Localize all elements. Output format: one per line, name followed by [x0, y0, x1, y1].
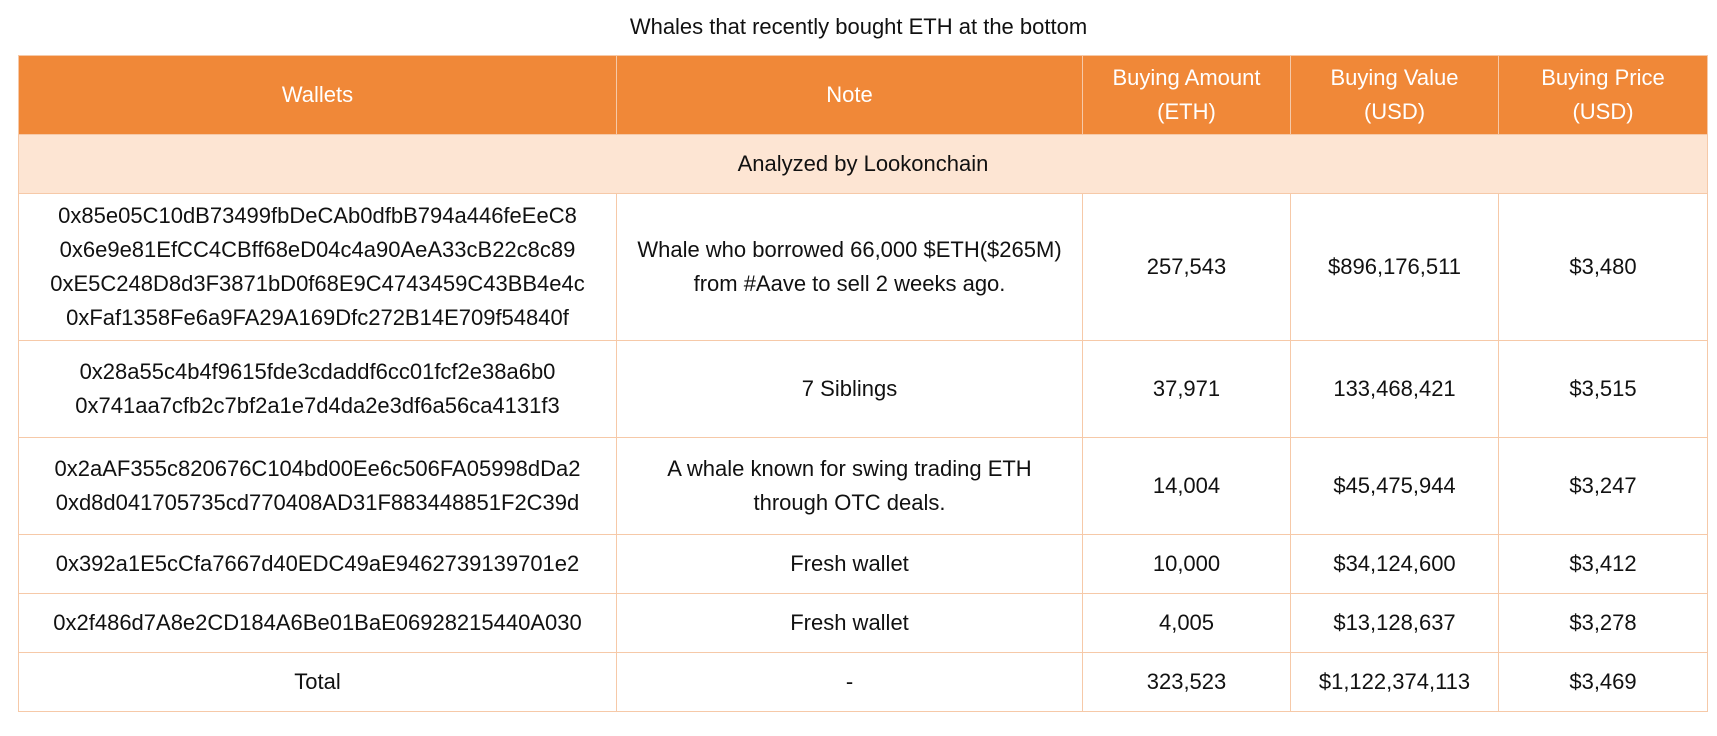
wallet-address: 0x28a55c4b4f9615fde3cdaddf6cc01fcf2e38a6…	[79, 359, 556, 384]
column-header-amount: Buying Amount (ETH)	[1082, 55, 1291, 135]
column-header-note: Note	[616, 55, 1083, 135]
table-row: 0x28a55c4b4f9615fde3cdaddf6cc01fcf2e38a6…	[18, 340, 1708, 438]
note-cell: Whale who borrowed 66,000 $ETH($265M) fr…	[616, 193, 1083, 341]
price-cell: $3,480	[1498, 193, 1708, 341]
wallet-address: 0x392a1E5cCfa7667d40EDC49aE9462739139701…	[55, 551, 580, 576]
note-cell: Fresh wallet	[616, 534, 1083, 594]
column-header-price-line2: (USD)	[1572, 99, 1634, 124]
note-line: 7 Siblings	[801, 376, 898, 401]
note-cell: Fresh wallet	[616, 593, 1083, 653]
amount-cell: 37,971	[1082, 340, 1291, 438]
note-cell: A whale known for swing trading ETH thro…	[616, 437, 1083, 535]
column-header-note-label: Note	[826, 82, 873, 107]
wallets-cell: 0x28a55c4b4f9615fde3cdaddf6cc01fcf2e38a6…	[18, 340, 617, 438]
wallets-cell: 0x392a1E5cCfa7667d40EDC49aE9462739139701…	[18, 534, 617, 594]
wallet-address: 0x85e05C10dB73499fbDeCAb0dfbB794a446feEe…	[58, 203, 577, 228]
column-header-price-line1: Buying Price	[1541, 65, 1665, 90]
note-line: through OTC deals.	[753, 490, 946, 515]
value-cell: $34,124,600	[1290, 534, 1499, 594]
wallet-address: 0x6e9e81EfCC4CBff68eD04c4a90AeA33cB22c8c…	[59, 237, 576, 262]
wallet-address: 0x2f486d7A8e2CD184A6Be01BaE06928215440A0…	[53, 610, 582, 635]
total-value: $1,122,374,113	[1290, 652, 1499, 712]
total-amount: 323,523	[1082, 652, 1291, 712]
header-row: Wallets Note Buying Amount (ETH) Buying …	[18, 55, 1708, 135]
column-header-amount-line1: Buying Amount	[1112, 65, 1261, 90]
value-cell: 133,468,421	[1290, 340, 1499, 438]
note-cell: 7 Siblings	[616, 340, 1083, 438]
table-row: 0x2aAF355c820676C104bd00Ee6c506FA05998dD…	[18, 437, 1708, 535]
column-header-amount-line2: (ETH)	[1157, 99, 1216, 124]
column-header-value-line1: Buying Value	[1330, 65, 1459, 90]
table-row: 0x392a1E5cCfa7667d40EDC49aE9462739139701…	[18, 534, 1708, 594]
note-line: A whale known for swing trading ETH	[667, 456, 1032, 481]
total-row: Total - 323,523 $1,122,374,113 $3,469	[18, 652, 1708, 712]
whales-table: Wallets Note Buying Amount (ETH) Buying …	[18, 55, 1708, 712]
note-line: from #Aave to sell 2 weeks ago.	[693, 271, 1006, 296]
subheader-row: Analyzed by Lookonchain	[18, 134, 1708, 194]
table-row: 0x2f486d7A8e2CD184A6Be01BaE06928215440A0…	[18, 593, 1708, 653]
column-header-wallets-label: Wallets	[281, 82, 354, 107]
table-row: 0x85e05C10dB73499fbDeCAb0dfbB794a446feEe…	[18, 193, 1708, 341]
column-header-value-line2: (USD)	[1363, 99, 1426, 124]
wallets-cell: 0x2aAF355c820676C104bd00Ee6c506FA05998dD…	[18, 437, 617, 535]
total-note: -	[616, 652, 1083, 712]
page-title: Whales that recently bought ETH at the b…	[629, 14, 1088, 39]
analyzed-by-label: Analyzed by Lookonchain	[18, 134, 1708, 194]
wallets-cell: 0x2f486d7A8e2CD184A6Be01BaE06928215440A0…	[18, 593, 617, 653]
note-line: Fresh wallet	[790, 610, 909, 635]
price-cell: $3,515	[1498, 340, 1708, 438]
total-label: Total	[18, 652, 617, 712]
wallet-address: 0x741aa7cfb2c7bf2a1e7d4da2e3df6a56ca4131…	[75, 393, 560, 418]
price-cell: $3,247	[1498, 437, 1708, 535]
wallet-address: 0x2aAF355c820676C104bd00Ee6c506FA05998dD…	[54, 456, 581, 481]
amount-cell: 10,000	[1082, 534, 1291, 594]
amount-cell: 257,543	[1082, 193, 1291, 341]
price-cell: $3,412	[1498, 534, 1708, 594]
column-header-value: Buying Value (USD)	[1290, 55, 1499, 135]
column-header-price: Buying Price (USD)	[1498, 55, 1708, 135]
note-line: Whale who borrowed 66,000 $ETH($265M)	[637, 237, 1062, 262]
value-cell: $13,128,637	[1290, 593, 1499, 653]
wallet-address: 0xE5C248D8d3F3871bD0f68E9C4743459C43BB4e…	[50, 271, 585, 296]
column-header-wallets: Wallets	[18, 55, 617, 135]
amount-cell: 4,005	[1082, 593, 1291, 653]
note-line: Fresh wallet	[790, 551, 909, 576]
amount-cell: 14,004	[1082, 437, 1291, 535]
wallets-cell: 0x85e05C10dB73499fbDeCAb0dfbB794a446feEe…	[18, 193, 617, 341]
value-cell: $45,475,944	[1290, 437, 1499, 535]
price-cell: $3,278	[1498, 593, 1708, 653]
total-price: $3,469	[1498, 652, 1708, 712]
wallet-address: 0xFaf1358Fe6a9FA29A169Dfc272B14E709f5484…	[66, 305, 569, 330]
wallet-address: 0xd8d041705735cd770408AD31F883448851F2C3…	[55, 490, 580, 515]
value-cell: $896,176,511	[1290, 193, 1499, 341]
